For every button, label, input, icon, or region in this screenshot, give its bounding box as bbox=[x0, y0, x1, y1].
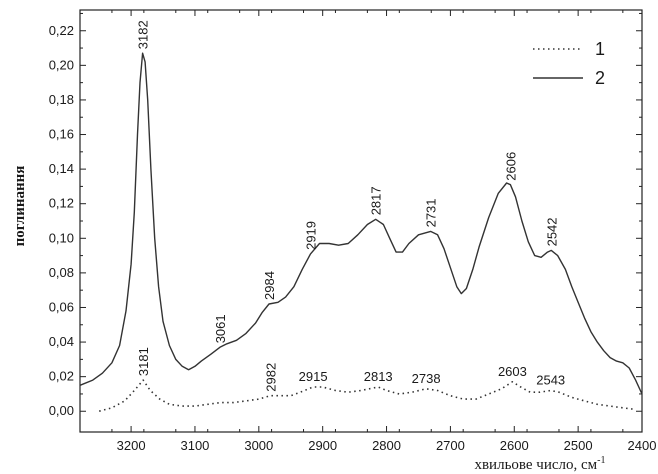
x-tick-label: 2900 bbox=[308, 438, 337, 453]
y-tick-label: 0,14 bbox=[49, 161, 74, 176]
y-tick-label: 0,18 bbox=[49, 92, 74, 107]
x-tick-label: 2500 bbox=[564, 438, 593, 453]
peak-label: 2731 bbox=[424, 198, 439, 227]
y-tick-label: 0,16 bbox=[49, 127, 74, 142]
y-tick-label: 0,06 bbox=[49, 299, 74, 314]
peak-label: 3181 bbox=[136, 347, 151, 376]
legend-label-1: 1 bbox=[595, 39, 605, 59]
x-axis-title-sup: -1 bbox=[597, 455, 605, 466]
x-tick-label: 2700 bbox=[436, 438, 465, 453]
x-axis-title-text: хвильове число, см bbox=[474, 457, 597, 473]
series-layer bbox=[79, 52, 643, 412]
x-tick-label: 2400 bbox=[628, 438, 657, 453]
peak-label: 2813 bbox=[364, 369, 393, 384]
peak-label: 2915 bbox=[299, 369, 328, 384]
peak-annotations: 3182 3061 2984 2919 2817 2731 2606 2542 3181 2982… bbox=[136, 20, 566, 391]
x-tick-label: 3000 bbox=[244, 438, 273, 453]
peak-label: 2606 bbox=[503, 152, 518, 181]
peak-label: 3061 bbox=[213, 314, 228, 343]
y-tick-label: 0,04 bbox=[49, 334, 74, 349]
axis-ticks: 3200 3100 3000 2900 2800 2700 2600 2500 2400 0,00… bbox=[49, 10, 657, 453]
x-tick-label: 2600 bbox=[500, 438, 529, 453]
y-tick-label: 0,00 bbox=[49, 403, 74, 418]
peak-label: 2919 bbox=[304, 221, 319, 250]
x-tick-label: 2800 bbox=[372, 438, 401, 453]
peak-label: 2817 bbox=[369, 186, 384, 215]
series-2-line bbox=[79, 52, 643, 395]
x-tick-label: 3200 bbox=[117, 438, 146, 453]
peak-label: 3182 bbox=[136, 20, 151, 49]
peak-label: 2603 bbox=[498, 364, 527, 379]
series-1-line bbox=[98, 379, 636, 412]
peak-label: 2542 bbox=[544, 217, 559, 246]
y-axis-title: поглинання bbox=[12, 166, 28, 247]
x-axis-title: хвильове число, см-1 bbox=[474, 455, 605, 473]
peak-label: 2982 bbox=[263, 363, 278, 392]
peak-label: 2738 bbox=[412, 371, 441, 386]
peak-label: 2984 bbox=[262, 271, 277, 300]
legend: 1 2 bbox=[533, 39, 605, 88]
peak-label: 2543 bbox=[536, 373, 565, 388]
y-tick-label: 0,08 bbox=[49, 265, 74, 280]
y-tick-label: 0,20 bbox=[49, 57, 74, 72]
y-tick-label: 0,10 bbox=[49, 230, 74, 245]
y-tick-label: 0,02 bbox=[49, 369, 74, 384]
legend-label-2: 2 bbox=[595, 68, 605, 88]
x-tick-label: 3100 bbox=[180, 438, 209, 453]
y-tick-label: 0,12 bbox=[49, 196, 74, 211]
y-tick-label: 0,22 bbox=[49, 23, 74, 38]
